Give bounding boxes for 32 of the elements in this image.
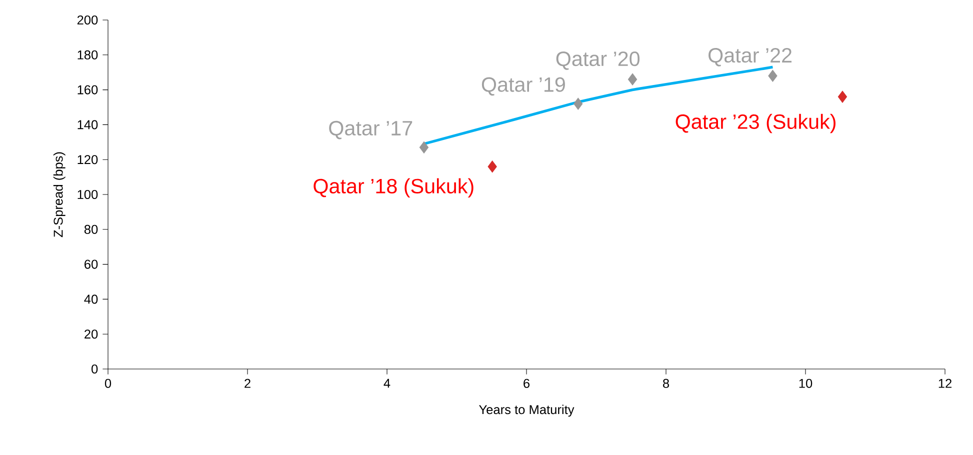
annotation: Qatar ’19 <box>482 77 565 96</box>
y-tick-label: 80 <box>84 224 98 234</box>
x-tick-label: 4 <box>384 378 390 388</box>
y-tick-label: 0 <box>92 364 98 374</box>
annotation: Qatar ’22 <box>708 48 792 66</box>
point <box>628 73 638 86</box>
point <box>488 160 497 173</box>
x-tick-label: 6 <box>524 378 530 388</box>
y-tick-label: 20 <box>84 330 98 339</box>
point <box>838 90 848 103</box>
point <box>419 141 429 154</box>
y-tick-label: 120 <box>78 155 98 164</box>
y-axis-title: Z-Spread (bps) <box>53 152 66 238</box>
y-tick-label: 140 <box>78 120 98 130</box>
annotation: Qatar ’18 (Sukuk) <box>314 178 474 198</box>
point <box>574 98 583 110</box>
x-tick-label: 0 <box>104 378 112 388</box>
y-tick-label: 180 <box>78 50 98 60</box>
point <box>768 70 778 82</box>
x-tick-label: 2 <box>244 378 250 388</box>
x-tick-label: 8 <box>663 378 670 388</box>
y-tick-label: 60 <box>84 260 98 269</box>
x-axis-title: Years to Maturity <box>478 404 574 417</box>
y-tick-label: 100 <box>78 190 98 200</box>
annotation: Qatar ’17 <box>329 120 412 140</box>
y-tick-label: 200 <box>77 15 98 25</box>
annotation: Qatar ’23 (Sukuk) <box>676 114 836 134</box>
x-tick-label: 10 <box>799 378 812 388</box>
annotation: Qatar ’20 <box>556 52 640 70</box>
y-tick-label: 40 <box>84 294 98 304</box>
y-tick-label: 160 <box>78 85 98 94</box>
x-tick-label: 12 <box>938 378 952 388</box>
